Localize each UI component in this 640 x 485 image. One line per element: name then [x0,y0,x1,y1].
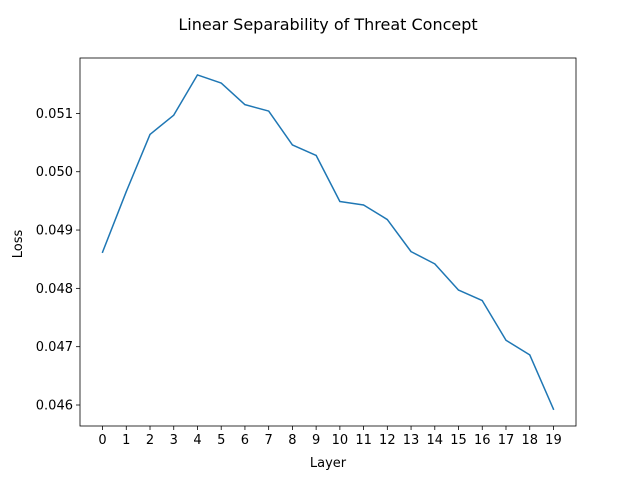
x-tick-label: 4 [193,433,201,448]
data-point [552,408,555,410]
data-point [386,218,388,221]
data-point [339,200,341,203]
x-tick-label: 7 [265,433,273,448]
x-tick-label: 15 [450,433,467,448]
data-point [505,339,507,341]
x-tick-label: 6 [241,433,249,448]
x-tick-label: 1 [122,433,130,448]
data-point [149,133,151,135]
x-tick-label: 17 [498,433,515,448]
data-point [315,154,317,156]
x-tick-label: 19 [545,433,562,448]
y-tick-label: 0.051 [36,107,73,122]
data-point [457,289,460,291]
x-tick-label: 2 [146,433,154,448]
x-tick-label: 14 [427,433,444,448]
x-tick-label: 13 [403,433,420,448]
x-tick-label: 9 [312,433,320,448]
y-tick-label: 0.047 [36,340,73,355]
x-tick-label: 3 [170,433,178,448]
data-point [101,251,104,253]
data-point [481,300,483,302]
x-tick-label: 10 [332,433,349,448]
data-point [268,110,270,112]
data-point [220,82,222,84]
y-tick-label: 0.048 [36,282,73,297]
x-tick-label: 12 [379,433,396,448]
data-point [196,74,199,76]
data-point [362,204,365,206]
y-tick-label: 0.046 [36,399,73,414]
x-tick-label: 11 [355,433,372,448]
x-axis-label: Layer [310,456,347,471]
data-point [434,263,436,265]
data-point [410,251,412,253]
data-point [291,144,294,146]
plot-area: 0 1 2 3 4 5 6 7 8 9 10 11 12 13 14 15 16 17 18 190.0460.047… [36,57,577,448]
x-tick-label: 0 [98,433,106,448]
x-tick-label: 18 [521,433,538,448]
data-point [244,104,246,106]
y-tick-label: 0.049 [36,224,73,239]
x-tick-label: 5 [217,433,225,448]
data-point [173,114,175,116]
chart-title: Linear Separability of Threat Concept [178,15,477,34]
data-point [529,354,531,356]
axes-frame [79,57,577,427]
series-line-0 [101,74,555,411]
data-point [125,190,127,193]
x-tick-label: 8 [288,433,296,448]
y-tick-label: 0.050 [36,165,73,180]
x-tick-label: 16 [474,433,491,448]
y-axis-label: Loss [11,230,26,259]
